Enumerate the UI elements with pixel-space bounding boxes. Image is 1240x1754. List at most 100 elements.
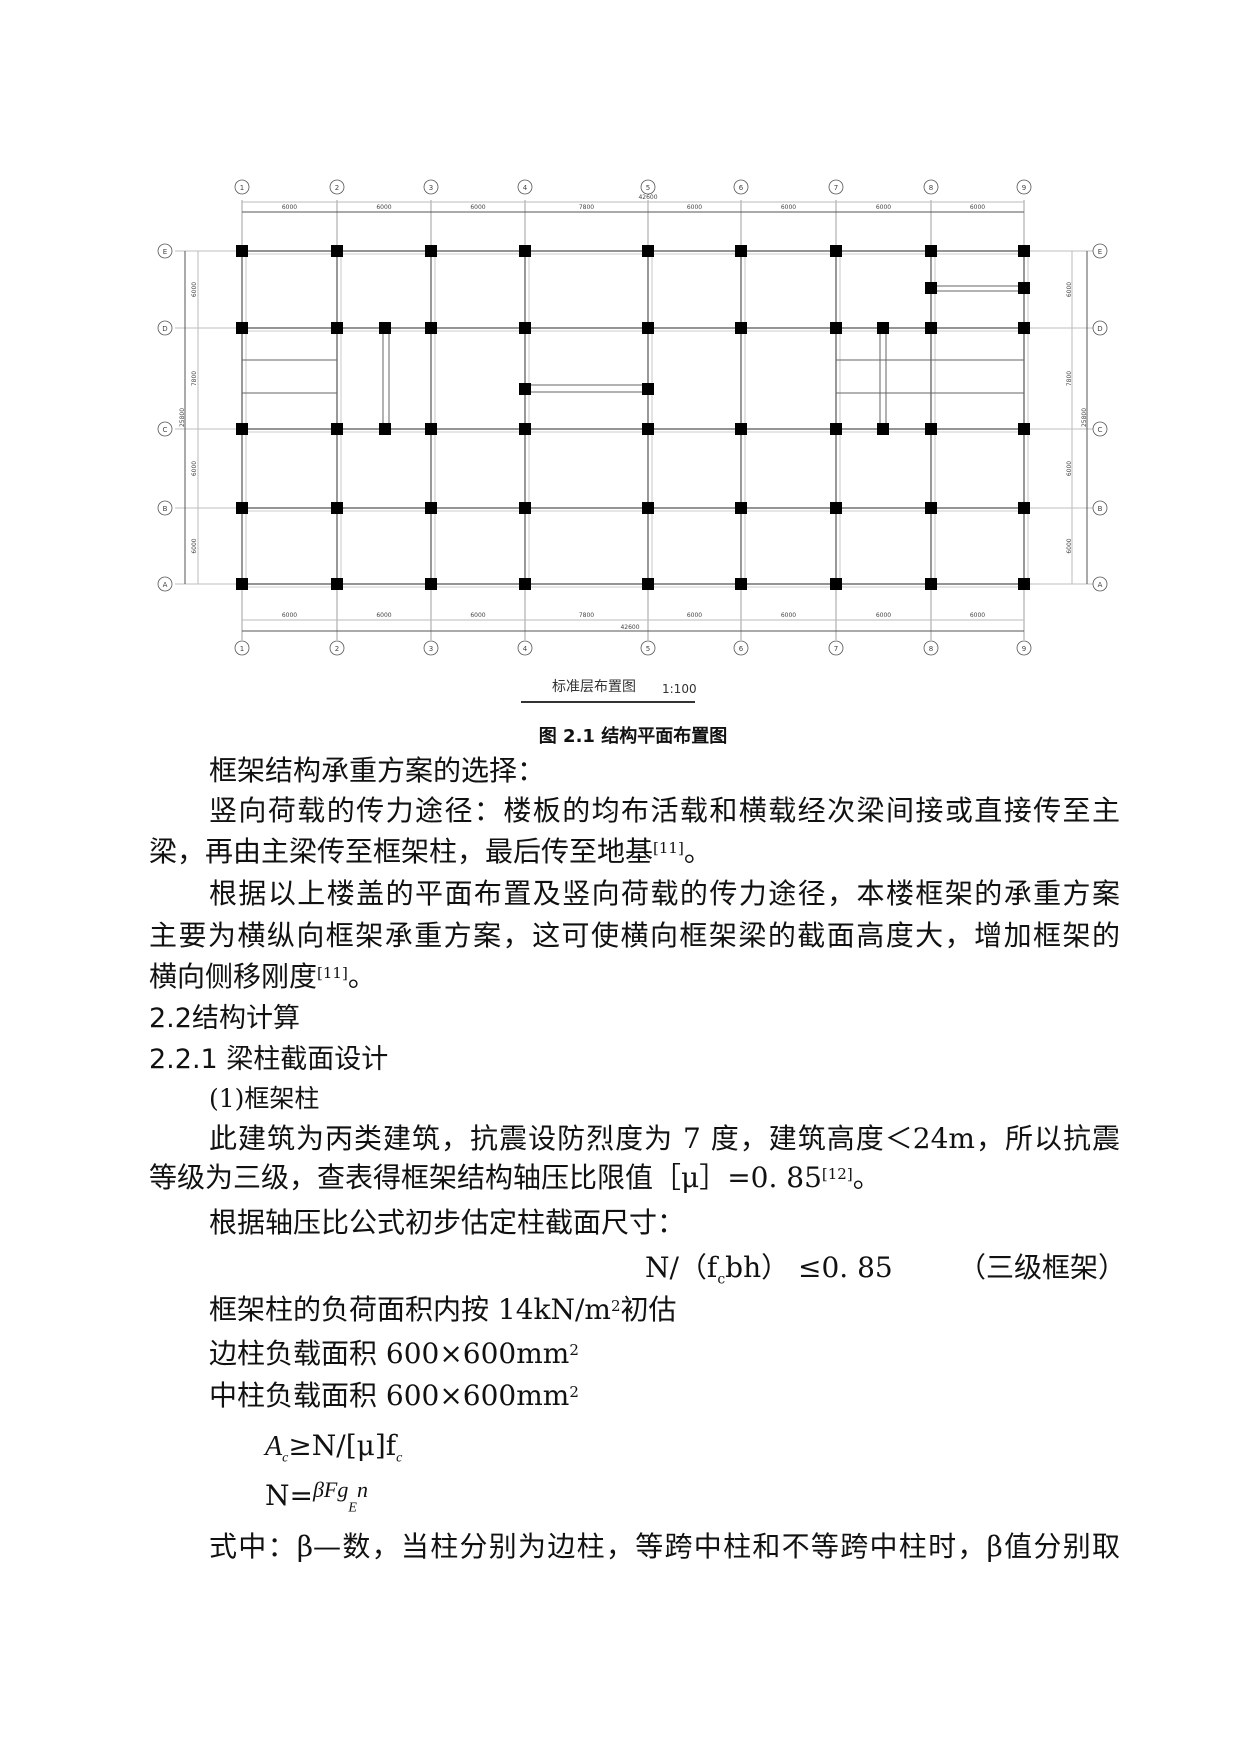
axis-bubble	[828, 179, 844, 195]
axis-bubble	[1016, 179, 1032, 195]
citation: [11]	[317, 964, 348, 982]
axis-label: 5	[646, 645, 650, 653]
dimension-text: 6000	[191, 461, 198, 476]
axis-label: 6	[739, 645, 744, 653]
axis-bubble	[517, 640, 533, 656]
text: 梁，再由主梁传至框架柱，最后传至地基	[149, 835, 654, 868]
text: bh） ≤0. 85	[725, 1251, 893, 1284]
column	[519, 245, 531, 257]
axis-label: A	[163, 581, 168, 589]
column	[830, 578, 842, 590]
dimension-text: 6000	[970, 612, 985, 619]
column	[1018, 282, 1030, 294]
column	[735, 322, 747, 334]
column	[379, 322, 391, 334]
dimension-text: 6000	[1066, 282, 1073, 297]
section-title: 结构计算	[191, 1003, 300, 1034]
axis-label: B	[1098, 505, 1103, 513]
subsection-number: 2.2.1	[149, 1044, 218, 1075]
drawing-title: 标准层布置图	[552, 679, 636, 695]
axis-bubble	[1092, 500, 1108, 516]
column	[642, 423, 654, 435]
column	[425, 245, 437, 257]
formula-area: Ac≥N/[μ]fc	[265, 1430, 402, 1475]
axis-bubble	[733, 179, 749, 195]
dimension-text: 6000	[470, 204, 485, 211]
axis-label: 8	[929, 184, 933, 192]
axis-bubble	[1092, 421, 1108, 437]
paragraph: 等级为三级，查表得框架结构轴压比限值［μ］=0. 85[12]。	[149, 1162, 881, 1194]
drawing-title-underline	[521, 701, 695, 703]
axis-label: 1	[240, 645, 244, 653]
column	[735, 578, 747, 590]
axis-bubble	[157, 576, 173, 592]
column	[331, 578, 343, 590]
column	[925, 282, 937, 294]
formula-axial-ratio: N/（fcbh） ≤0. 85	[645, 1252, 893, 1296]
column	[519, 502, 531, 514]
axis-bubble	[1092, 320, 1108, 336]
structural-plan-drawing: 6000 6000 6000 6000 6000 6000 7800 7800 6000 6000…	[157, 179, 1108, 656]
column	[519, 322, 531, 334]
column	[830, 322, 842, 334]
text: A	[265, 1431, 283, 1462]
axis-label: 3	[429, 184, 433, 192]
paragraph: 竖向荷载的传力途径：楼板的均布活载和横载经次梁间接或直接传至主	[209, 794, 1120, 827]
text: n	[356, 1477, 368, 1502]
axis-label: 7	[834, 645, 838, 653]
dimension-text: 6000	[876, 612, 891, 619]
section-number: 2.2	[149, 1003, 192, 1034]
column	[331, 502, 343, 514]
axis-label: C	[163, 426, 168, 434]
axis-label: D	[1097, 325, 1102, 333]
axis-label: 4	[523, 184, 528, 192]
axis-label: 1	[240, 184, 244, 192]
axis-bubble	[923, 640, 939, 656]
column	[642, 502, 654, 514]
axis-label: 3	[429, 645, 433, 653]
citation: [11]	[653, 839, 684, 857]
column	[236, 502, 248, 514]
column	[519, 578, 531, 590]
paragraph: 横向侧移刚度[11]。	[149, 961, 376, 993]
axis-label: 9	[1022, 184, 1026, 192]
formula-note: （三级框架）	[958, 1251, 1127, 1284]
column	[236, 322, 248, 334]
axis-bubble	[640, 640, 656, 656]
axis-label: D	[162, 325, 167, 333]
column	[331, 423, 343, 435]
paragraph: 主要为横纵向框架承重方案，这可使横向框架梁的截面高度大，增加框架的	[149, 919, 1120, 952]
column	[1018, 245, 1030, 257]
column	[519, 423, 531, 435]
dimension-text: 6000	[876, 204, 891, 211]
dimension-text: 25800	[1081, 408, 1088, 427]
text: ≥N/[μ]f	[288, 1429, 397, 1462]
text: 。	[852, 1161, 881, 1194]
subsection-title: 梁柱截面设计	[226, 1044, 389, 1075]
figure-caption: 图 2.1 结构平面布置图	[538, 726, 728, 747]
axis-bubble	[234, 179, 250, 195]
paragraph: 式中：β—数，当柱分别为边柱，等跨中柱和不等跨中柱时，β值分别取	[209, 1530, 1120, 1563]
column	[830, 502, 842, 514]
column	[236, 245, 248, 257]
column	[735, 502, 747, 514]
axis-bubble	[517, 179, 533, 195]
column	[331, 322, 343, 334]
paragraph: 中柱负载面积 600×600mm2	[209, 1380, 579, 1412]
axis-label: 2	[335, 645, 339, 653]
axis-label: A	[1098, 581, 1103, 589]
text: 框架柱的负荷面积内按 14kN/m	[209, 1293, 611, 1326]
text: 中柱负载面积 600×600mm	[209, 1379, 570, 1412]
axis-label: 9	[1022, 645, 1026, 653]
axis-label: C	[1098, 426, 1103, 434]
dimension-text: 7800	[191, 371, 198, 386]
axis-label: 5	[646, 184, 650, 192]
column	[425, 423, 437, 435]
axis-bubble	[828, 640, 844, 656]
text: N=	[265, 1479, 313, 1512]
paragraph: 梁，再由主梁传至框架柱，最后传至地基[11]。	[149, 836, 712, 868]
axis-bubble	[923, 179, 939, 195]
list-item: (1)框架柱	[209, 1084, 320, 1113]
dimension-text: 6000	[470, 612, 485, 619]
column	[925, 423, 937, 435]
